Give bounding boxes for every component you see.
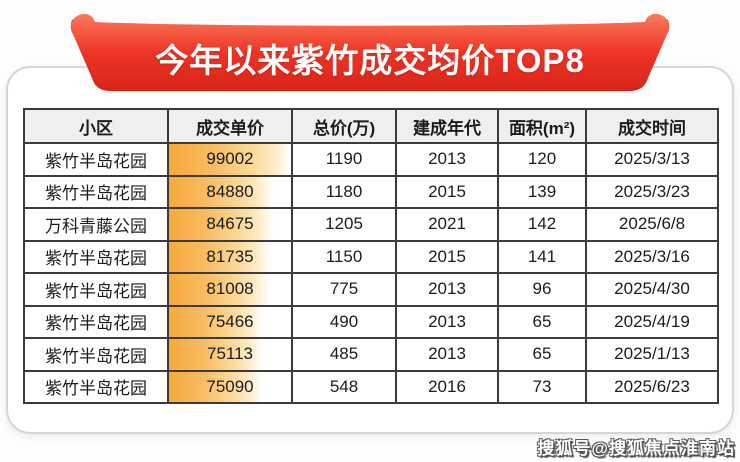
col-header-area: 面积(m²) (497, 108, 587, 144)
unit-price-value: 84675 (206, 214, 254, 234)
unit-price-value: 75113 (206, 344, 253, 364)
deal-date-cell: 2025/4/19 (585, 304, 719, 339)
deal-date-cell: 2025/4/30 (585, 272, 719, 307)
total-price-cell: 1180 (291, 174, 397, 209)
area-cell: 142 (497, 207, 587, 242)
table-row: 紫竹半岛花园 81735 1150 2015 141 2025/3/16 (23, 239, 719, 274)
unit-price-value: 75090 (206, 376, 254, 396)
table-row: 紫竹半岛花园 75466 490 2013 65 2025/4/19 (23, 304, 719, 339)
unit-price-cell: 84880 (167, 174, 293, 209)
community-cell: 紫竹半岛花园 (23, 142, 169, 177)
unit-price-cell: 75466 (167, 304, 293, 339)
community-cell: 紫竹半岛花园 (23, 272, 169, 307)
area-cell: 120 (497, 142, 587, 177)
deal-date-cell: 2025/3/23 (585, 174, 719, 209)
community-cell: 万科青藤公园 (23, 207, 169, 242)
table-row: 紫竹半岛花园 75090 548 2016 73 2025/6/23 (23, 369, 719, 404)
unit-price-value: 99002 (206, 149, 254, 169)
community-cell: 紫竹半岛花园 (23, 369, 169, 404)
table-header-row: 小区 成交单价 总价(万) 建成年代 面积(m²) 成交时间 (23, 108, 719, 144)
price-databar (170, 144, 290, 174)
unit-price-value: 81735 (206, 246, 254, 266)
ribbon-band (70, 13, 670, 92)
table-row: 万科青藤公园 84675 1205 2021 142 2025/6/8 (23, 207, 719, 242)
unit-price-cell: 75090 (167, 369, 293, 404)
price-databar (170, 242, 270, 272)
unit-price-value: 81008 (206, 279, 254, 299)
deals-table: 小区 成交单价 总价(万) 建成年代 面积(m²) 成交时间 紫竹半岛花园 990… (23, 108, 719, 404)
year-built-cell: 2016 (395, 369, 499, 404)
col-header-community: 小区 (23, 108, 169, 144)
unit-price-value: 84880 (206, 181, 254, 201)
total-price-cell: 775 (291, 272, 397, 307)
deal-date-cell: 2025/1/13 (585, 337, 719, 372)
price-databar (170, 339, 262, 369)
deal-date-cell: 2025/3/13 (585, 142, 719, 177)
table-row: 紫竹半岛花园 81008 775 2013 96 2025/4/30 (23, 272, 719, 307)
col-header-deal-date: 成交时间 (585, 108, 719, 144)
total-price-cell: 485 (291, 337, 397, 372)
watermark-text: 搜狐号@搜狐焦点淮南站 (537, 439, 735, 458)
area-cell: 65 (497, 337, 587, 372)
community-cell: 紫竹半岛花园 (23, 239, 169, 274)
community-cell: 紫竹半岛花园 (23, 337, 169, 372)
price-databar (170, 274, 269, 304)
year-built-cell: 2013 (395, 272, 499, 307)
area-cell: 141 (497, 239, 587, 274)
year-built-cell: 2021 (395, 207, 499, 242)
area-cell: 139 (497, 174, 587, 209)
page-title: 今年以来紫竹成交均价TOP8 (155, 42, 585, 79)
deal-date-cell: 2025/6/23 (585, 369, 719, 404)
total-price-cell: 548 (291, 369, 397, 404)
year-built-cell: 2015 (395, 174, 499, 209)
title-ribbon: 今年以来紫竹成交均价TOP8 (68, 10, 672, 94)
table-body: 紫竹半岛花园 99002 1190 2013 120 2025/3/13 紫竹半岛花园 848… (23, 142, 719, 404)
area-cell: 73 (497, 369, 587, 404)
year-built-cell: 2013 (395, 304, 499, 339)
ribbon-shape-graphic (70, 13, 670, 92)
area-cell: 65 (497, 304, 587, 339)
table-row: 紫竹半岛花园 75113 485 2013 65 2025/1/13 (23, 337, 719, 372)
year-built-cell: 2015 (395, 239, 499, 274)
year-built-cell: 2013 (395, 142, 499, 177)
unit-price-cell: 81008 (167, 272, 293, 307)
deal-date-cell: 2025/6/8 (585, 207, 719, 242)
table-row: 紫竹半岛花园 99002 1190 2013 120 2025/3/13 (23, 142, 719, 177)
price-databar (170, 177, 274, 207)
table-row: 紫竹半岛花园 84880 1180 2015 139 2025/3/23 (23, 174, 719, 209)
price-databar (170, 307, 262, 337)
col-header-year-built: 建成年代 (395, 108, 499, 144)
total-price-cell: 1190 (291, 142, 397, 177)
total-price-cell: 1205 (291, 207, 397, 242)
price-databar (170, 372, 262, 402)
col-header-total-price: 总价(万) (291, 108, 397, 144)
unit-price-value: 75466 (206, 311, 254, 331)
community-cell: 紫竹半岛花园 (23, 174, 169, 209)
col-header-unit-price: 成交单价 (167, 108, 293, 144)
total-price-cell: 490 (291, 304, 397, 339)
price-databar (170, 209, 274, 239)
community-cell: 紫竹半岛花园 (23, 304, 169, 339)
area-cell: 96 (497, 272, 587, 307)
deal-date-cell: 2025/3/16 (585, 239, 719, 274)
unit-price-cell: 81735 (167, 239, 293, 274)
year-built-cell: 2013 (395, 337, 499, 372)
unit-price-cell: 84675 (167, 207, 293, 242)
unit-price-cell: 99002 (167, 142, 293, 177)
unit-price-cell: 75113 (167, 337, 293, 372)
total-price-cell: 1150 (291, 239, 397, 274)
